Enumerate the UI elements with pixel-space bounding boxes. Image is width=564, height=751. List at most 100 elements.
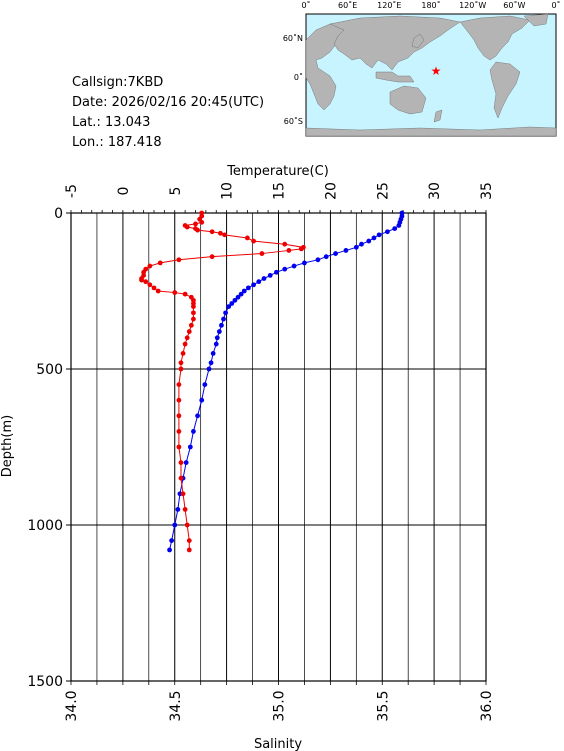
lat-text: Lat.: 13.043 bbox=[72, 115, 150, 130]
land-australia bbox=[389, 85, 427, 115]
map-lon-label: 120˚E bbox=[377, 0, 401, 10]
map-lat-labels: 60˚N 0˚ 60˚S bbox=[283, 33, 303, 126]
salinity-point bbox=[180, 491, 186, 497]
salinity-point bbox=[282, 241, 288, 247]
temperature-point bbox=[315, 257, 321, 263]
top-tick-label: 20 bbox=[323, 182, 339, 200]
salinity-point bbox=[139, 277, 144, 283]
salinity-point bbox=[199, 219, 205, 225]
salinity-point bbox=[209, 229, 215, 235]
temperature-point bbox=[221, 316, 226, 322]
top-axis-label: Temperature(C) bbox=[226, 164, 329, 179]
temperature-point bbox=[366, 238, 372, 244]
temperature-point bbox=[385, 229, 390, 235]
salinity-point bbox=[151, 285, 157, 291]
salinity-point bbox=[178, 366, 184, 372]
temperature-point bbox=[232, 297, 238, 303]
temperature-point bbox=[206, 366, 212, 372]
map-lon-label: 120˚W bbox=[459, 0, 486, 10]
callsign-text: Callsign:7KBD bbox=[72, 75, 163, 90]
temperature-point bbox=[199, 397, 205, 403]
temperature-point bbox=[376, 232, 382, 238]
salinity-point bbox=[191, 310, 196, 316]
y-tick-label: 1000 bbox=[27, 518, 63, 534]
temperature-point bbox=[291, 263, 297, 269]
temperature-point bbox=[251, 282, 256, 288]
temperature-point bbox=[371, 235, 377, 241]
temperature-point bbox=[323, 254, 329, 260]
temperature-point bbox=[191, 429, 196, 434]
top-tick-label: 0 bbox=[116, 187, 132, 196]
temperature-point bbox=[267, 273, 273, 278]
temperature-point bbox=[396, 223, 402, 228]
temperature-point bbox=[214, 335, 220, 341]
top-tick-label: -5 bbox=[64, 184, 80, 198]
temperature-point bbox=[261, 276, 267, 281]
y-axis-label: Depth(m) bbox=[0, 415, 15, 477]
bottom-tick-labels: 34.0 34.5 35.0 35.5 36.0 bbox=[64, 690, 495, 721]
salinity-point bbox=[188, 322, 194, 328]
salinity-point bbox=[147, 282, 153, 288]
salinity-point bbox=[186, 538, 192, 543]
map-lat-label: 0˚ bbox=[294, 72, 303, 82]
temperature-point bbox=[229, 301, 235, 306]
top-tick-label: 25 bbox=[375, 182, 391, 200]
map-lon-label: 0˚ bbox=[301, 0, 310, 10]
land-south-america bbox=[489, 61, 521, 119]
salinity-point bbox=[157, 260, 163, 266]
temperature-point bbox=[359, 241, 364, 247]
temperature-point bbox=[208, 360, 214, 366]
salinity-point bbox=[182, 341, 188, 347]
bottom-tick-label: 36.0 bbox=[479, 690, 495, 721]
salinity-point bbox=[191, 304, 196, 309]
temperature-point bbox=[274, 269, 279, 275]
temperature-point bbox=[238, 291, 244, 297]
salinity-point bbox=[184, 335, 190, 341]
temperature-point bbox=[175, 507, 181, 512]
plot-border bbox=[70, 212, 487, 682]
bottom-tick-label: 34.5 bbox=[168, 690, 184, 721]
salinity-point bbox=[176, 429, 182, 434]
salinity-point bbox=[191, 316, 196, 322]
top-tick-label: 10 bbox=[220, 182, 236, 200]
salinity-point bbox=[193, 221, 198, 227]
date-text: Date: 2026/02/16 20:45(UTC) bbox=[72, 95, 264, 110]
temperature-point bbox=[256, 279, 262, 285]
top-tick-label: 30 bbox=[427, 182, 443, 200]
station-marker: ★ bbox=[431, 64, 442, 78]
land-greenland bbox=[523, 13, 549, 27]
temperature-point bbox=[246, 285, 251, 291]
temperature-point bbox=[195, 413, 200, 419]
land-north-america bbox=[459, 15, 531, 61]
map-lat-label: 60˚N bbox=[283, 33, 303, 43]
y-tick-label: 1500 bbox=[27, 674, 63, 690]
bottom-tick-label: 35.5 bbox=[375, 690, 391, 721]
map-land bbox=[305, 13, 557, 137]
bottom-tick-label: 34.0 bbox=[64, 690, 80, 721]
salinity-point bbox=[195, 227, 200, 233]
bottom-tick-label: 35.0 bbox=[272, 690, 288, 721]
temperature-point bbox=[213, 341, 219, 347]
salinity-point bbox=[209, 254, 215, 260]
temperature-point bbox=[183, 460, 189, 465]
y-tick-label: 500 bbox=[36, 362, 63, 378]
temperature-point bbox=[169, 538, 175, 543]
temperature-point bbox=[353, 244, 359, 250]
salinity-point bbox=[147, 263, 153, 269]
land-antarctica bbox=[305, 126, 557, 137]
map-lon-label: 0˚ bbox=[551, 0, 560, 10]
salinity-point bbox=[172, 290, 178, 295]
land-japan bbox=[411, 33, 425, 49]
temperature-point bbox=[202, 382, 208, 387]
temperature-point bbox=[172, 522, 178, 528]
salinity-point bbox=[182, 507, 188, 512]
salinity-point bbox=[251, 238, 256, 244]
temperature-point bbox=[302, 260, 307, 266]
temperature-point bbox=[392, 226, 398, 232]
y-tick-label: 0 bbox=[54, 206, 63, 222]
salinity-point bbox=[178, 475, 184, 481]
top-tick-label: 35 bbox=[479, 182, 495, 200]
map-lon-label: 60˚E bbox=[338, 0, 357, 10]
salinity-point bbox=[218, 230, 223, 236]
